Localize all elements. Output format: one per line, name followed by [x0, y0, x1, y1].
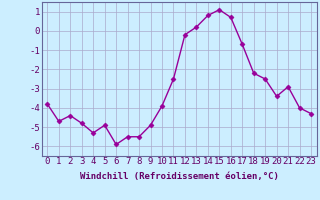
- X-axis label: Windchill (Refroidissement éolien,°C): Windchill (Refroidissement éolien,°C): [80, 172, 279, 181]
